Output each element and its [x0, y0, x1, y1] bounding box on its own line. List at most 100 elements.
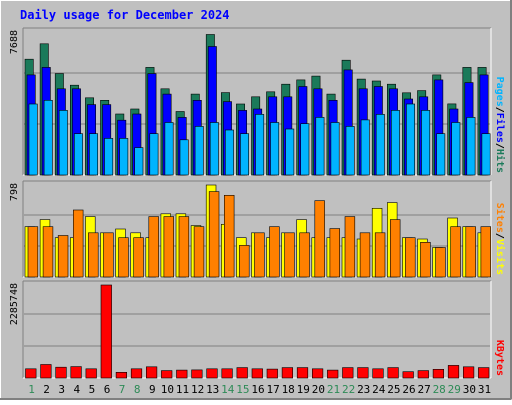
legend-hits-files-pages: Pages/Files/Hits	[494, 77, 506, 173]
x-tick-label: 18	[282, 383, 295, 396]
bar-pages-day-18	[285, 128, 295, 176]
x-tick-label: 12	[191, 383, 204, 396]
bar-sites-day-6	[103, 232, 114, 278]
bar-pages-day-26	[406, 103, 415, 176]
bar-pages-day-17	[270, 122, 280, 176]
x-tick-label: 14	[221, 383, 235, 396]
bar-sites-day-19	[299, 232, 310, 278]
x-tick-label: 3	[58, 383, 65, 396]
bar-kbytes-day-17	[266, 368, 278, 379]
bar-sites-day-21	[329, 228, 340, 278]
x-tick-label: 27	[417, 383, 430, 396]
bar-pages-day-7	[119, 138, 129, 176]
bar-pages-day-28	[436, 133, 446, 176]
legend-item-sites: Sites	[494, 203, 506, 233]
x-tick-label: 17	[266, 383, 279, 396]
x-tick-label: 5	[89, 383, 96, 396]
bar-sites-day-22	[344, 216, 356, 278]
bar-kbytes-day-15	[236, 367, 248, 379]
bar-pages-day-3	[58, 110, 68, 176]
bar-sites-day-5	[88, 232, 99, 278]
bar-kbytes-day-9	[146, 366, 158, 379]
bar-kbytes-day-29	[447, 365, 460, 379]
bar-pages-day-16	[255, 114, 265, 176]
panel-kbytes: 2285748 KBytes	[9, 280, 505, 379]
bar-sites-day-26	[405, 237, 416, 278]
x-tick-label: 13	[206, 383, 219, 396]
bar-sites-day-8	[133, 237, 144, 278]
bar-sites-day-20	[314, 200, 325, 278]
bar-pages-day-22	[345, 126, 355, 176]
x-tick-label: 10	[161, 383, 174, 396]
bar-kbytes-day-6	[100, 284, 112, 379]
bar-sites-day-28	[435, 247, 446, 278]
bar-sites-day-9	[148, 216, 159, 278]
bar-pages-day-5	[89, 133, 99, 176]
bar-sites-day-23	[359, 232, 371, 278]
bar-pages-day-20	[315, 117, 325, 176]
x-tick-label: 31	[478, 383, 491, 396]
x-tick-label: 23	[357, 383, 370, 396]
bar-kbytes-day-8	[130, 368, 143, 379]
bar-pages-day-21	[330, 122, 340, 176]
panel-bg-kbytes	[23, 281, 491, 378]
x-tick-label: 29	[448, 383, 461, 396]
bar-pages-day-9	[149, 133, 159, 176]
bar-kbytes-day-16	[251, 368, 263, 379]
bar-pages-day-19	[300, 123, 310, 176]
bar-sites-day-3	[57, 235, 69, 278]
x-tick-label: 21	[327, 383, 340, 396]
legend-separator: /	[494, 143, 505, 149]
legend-kbytes: KBytes	[494, 340, 505, 376]
x-tick-label: 11	[176, 383, 189, 396]
bar-sites-day-30	[465, 226, 476, 278]
bar-sites-day-31	[480, 226, 491, 278]
x-tick-label: 15	[236, 383, 249, 396]
bar-sites-day-25	[389, 219, 401, 278]
legend-item-pages: Pages	[494, 77, 505, 107]
bar-pages-day-25	[390, 110, 400, 176]
bar-kbytes-day-4	[70, 366, 82, 379]
x-tick-label: 25	[387, 383, 400, 396]
bar-sites-day-17	[269, 226, 280, 278]
bar-pages-day-1	[28, 103, 38, 176]
legend-item-hits: Hits	[494, 149, 506, 173]
x-tick-label: 20	[312, 383, 325, 396]
bar-kbytes-day-10	[161, 370, 173, 379]
bar-kbytes-day-25	[387, 367, 399, 379]
bar-pages-day-27	[421, 110, 431, 176]
bar-kbytes-day-2	[40, 364, 52, 379]
bar-sites-day-18	[284, 232, 295, 278]
x-tick-label: 1	[28, 383, 35, 396]
bar-pages-day-30	[466, 117, 476, 176]
bar-sites-day-10	[163, 216, 174, 278]
bar-sites-day-27	[420, 242, 431, 278]
x-tick-label: 28	[433, 383, 446, 396]
bar-sites-day-11	[178, 216, 190, 278]
bar-kbytes-day-18	[281, 367, 294, 379]
bar-kbytes-day-22	[342, 367, 354, 379]
bar-kbytes-day-27	[417, 370, 429, 379]
bar-kbytes-day-20	[311, 368, 324, 379]
bar-pages-day-11	[179, 139, 189, 176]
bar-pages-day-24	[375, 114, 385, 176]
y-max-label-hits-files-pages: 7688	[9, 30, 20, 54]
bar-sites-day-12	[193, 226, 205, 278]
bar-sites-day-16	[254, 232, 265, 278]
legend-visits-sites: Sites/Visits	[494, 203, 506, 275]
x-tick-label: 19	[297, 383, 310, 396]
bar-pages-day-8	[134, 147, 144, 176]
x-tick-label: 30	[463, 383, 476, 396]
bar-sites-day-4	[73, 209, 84, 278]
x-tick-label: 16	[251, 383, 264, 396]
x-tick-label: 24	[372, 383, 386, 396]
bar-pages-day-6	[104, 138, 114, 176]
y-max-label-kbytes: 2285748	[9, 283, 20, 325]
chart-title: Daily usage for December 2024	[20, 8, 230, 22]
x-tick-label: 4	[73, 383, 80, 396]
bar-pages-day-14	[225, 129, 234, 176]
bar-pages-day-13	[209, 122, 219, 176]
